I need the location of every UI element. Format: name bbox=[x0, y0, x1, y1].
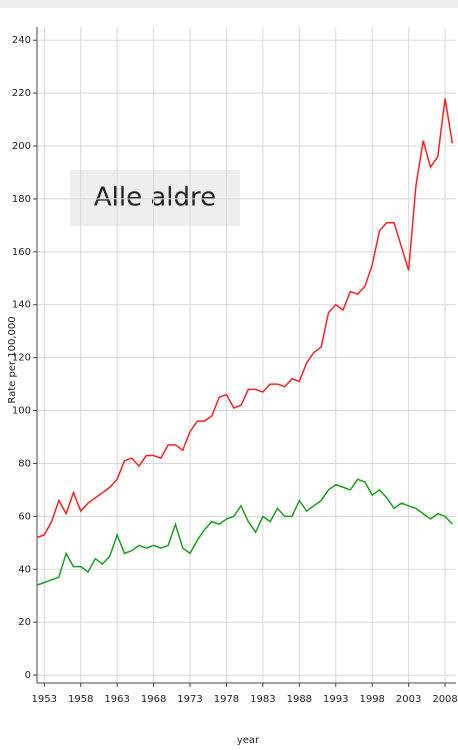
y-tick-label: 100 bbox=[12, 406, 31, 417]
y-axis-label: Rate per 100,000 bbox=[7, 316, 18, 403]
top-bar bbox=[0, 0, 458, 8]
y-tick-label: 0 bbox=[25, 670, 31, 681]
x-tick-label: 1983 bbox=[250, 694, 275, 705]
series-line bbox=[36, 98, 454, 539]
y-tick-label: 20 bbox=[18, 617, 31, 628]
x-tick-label: 1953 bbox=[32, 694, 57, 705]
y-tick-label: 40 bbox=[18, 564, 31, 575]
y-tick-label: 200 bbox=[12, 141, 31, 152]
x-tick-label: 1963 bbox=[104, 694, 129, 705]
x-tick-label: 1998 bbox=[359, 694, 384, 705]
annotation: Alle aldre bbox=[94, 183, 216, 213]
x-axis-label: year bbox=[237, 735, 260, 746]
x-tick-label: 1968 bbox=[141, 694, 166, 705]
x-tick-label: 1978 bbox=[214, 694, 239, 705]
annotation-box bbox=[70, 170, 240, 226]
x-tick-label: 1993 bbox=[323, 694, 348, 705]
x-tick-label: 1958 bbox=[68, 694, 93, 705]
y-tick-label: 240 bbox=[12, 35, 31, 46]
y-tick-label: 220 bbox=[12, 88, 31, 99]
y-tick-label: 60 bbox=[18, 511, 31, 522]
series-line bbox=[36, 478, 453, 586]
y-tick-label: 180 bbox=[12, 194, 31, 205]
x-tick-label: 1988 bbox=[287, 694, 312, 705]
x-tick-label: 2008 bbox=[432, 694, 457, 705]
x-tick-label: 1973 bbox=[177, 694, 202, 705]
y-tick-label: 140 bbox=[12, 300, 31, 311]
y-tick-label: 160 bbox=[12, 247, 31, 258]
y-tick-label: 80 bbox=[18, 458, 31, 469]
y-tick-label: 120 bbox=[12, 353, 31, 364]
x-tick-label: 2003 bbox=[396, 694, 421, 705]
